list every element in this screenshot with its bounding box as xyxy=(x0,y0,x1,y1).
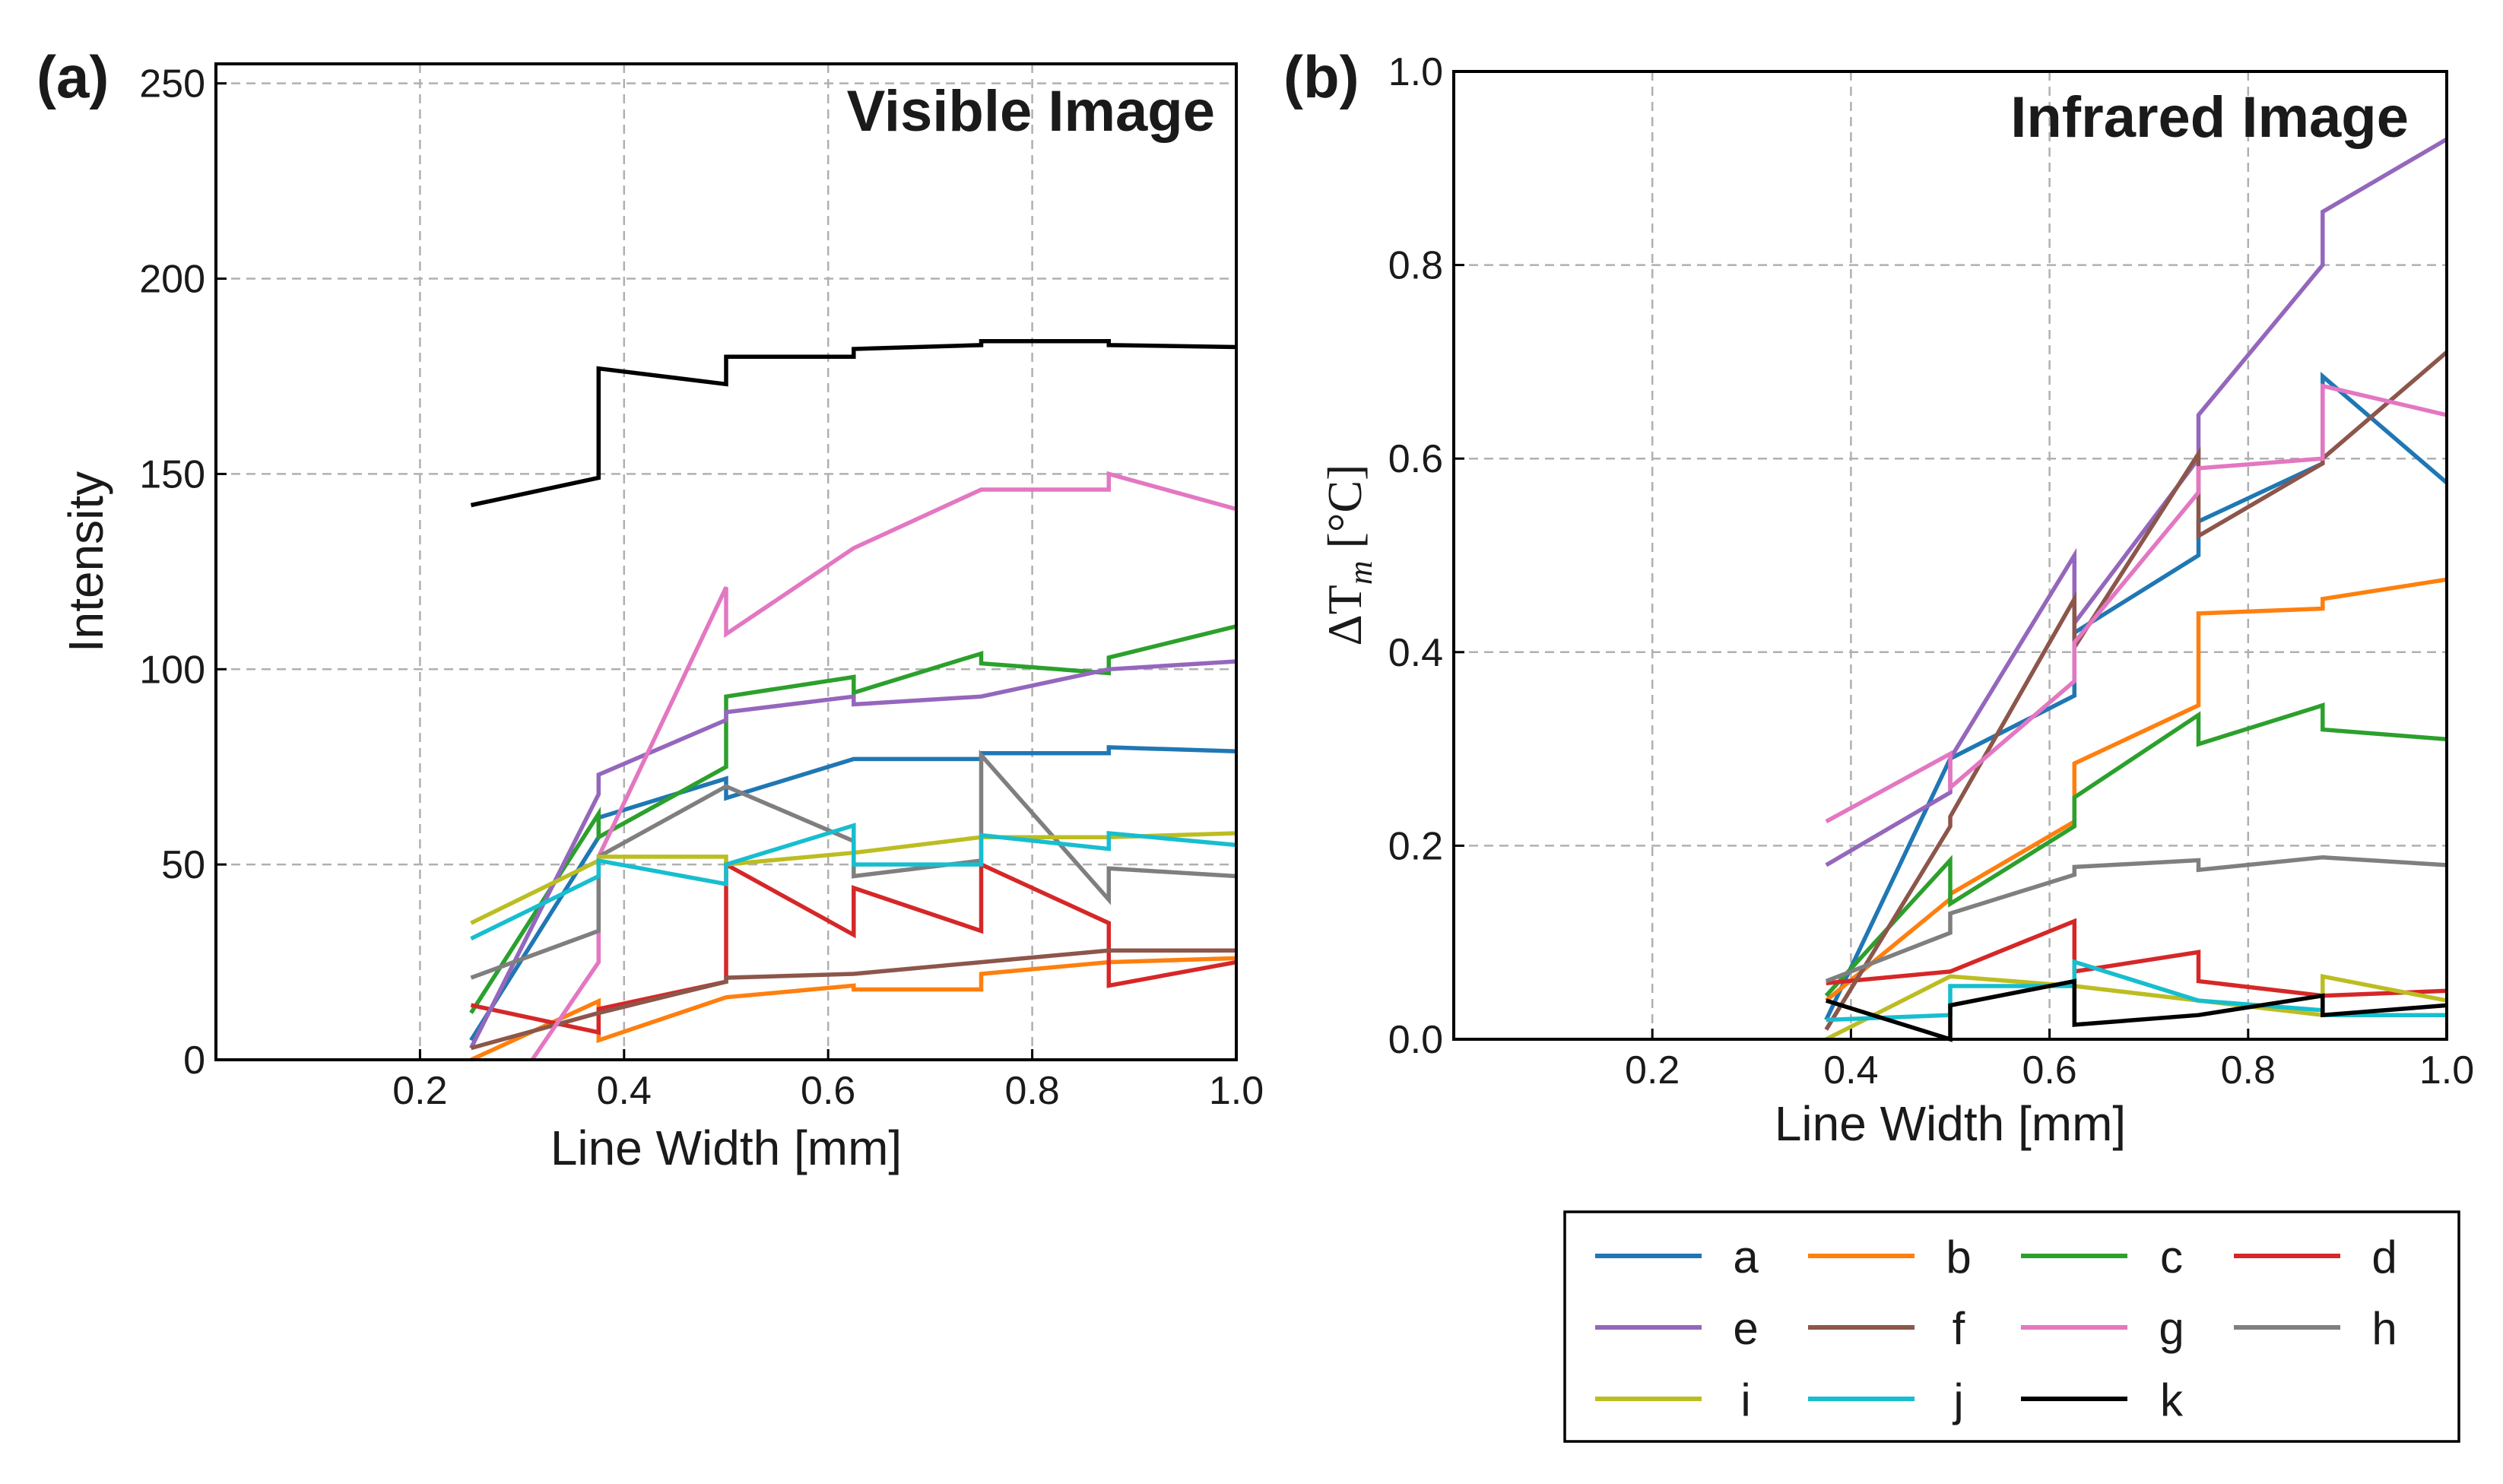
y-tick-label: 250 xyxy=(139,62,205,106)
legend-label-a: a xyxy=(1733,1232,1759,1283)
series-line-e xyxy=(469,659,1237,1049)
legend: a b c d e f g h i j k xyxy=(1563,1210,2460,1443)
x-tick-label: 0.4 xyxy=(1823,1048,1878,1092)
panel-a-frame xyxy=(214,62,1238,1061)
panel-b-grid xyxy=(1454,71,2447,1039)
series-line-g xyxy=(1825,383,2447,824)
x-tick-label: 0.4 xyxy=(597,1069,652,1113)
x-tick-label: 0.8 xyxy=(2221,1048,2276,1092)
series-line-h xyxy=(470,750,1237,980)
panel-a-series xyxy=(469,338,1237,1062)
panel-b-label: (b) xyxy=(1283,43,1359,110)
legend-label-i: i xyxy=(1740,1375,1750,1425)
legend-item-a: a xyxy=(1595,1232,1759,1283)
x-tick-label: 0.2 xyxy=(392,1069,447,1113)
y-tick-label: 0.6 xyxy=(1388,437,1443,481)
series-line-h xyxy=(1825,855,2447,984)
panel-b-series xyxy=(1824,137,2448,1042)
y-tick-label: 0.2 xyxy=(1388,824,1443,868)
legend-item-j: j xyxy=(1808,1375,1964,1425)
panel-a-label: (a) xyxy=(36,43,109,110)
series-line-f xyxy=(1824,350,2448,1031)
series-line-b xyxy=(1825,577,2447,1003)
legend-label-g: g xyxy=(2159,1303,2184,1354)
legend-label-f: f xyxy=(1953,1303,1965,1354)
legend-label-d: d xyxy=(2371,1232,2397,1283)
legend-items: a b c d e f g h i j k xyxy=(1595,1232,2397,1425)
x-tick-label: 0.6 xyxy=(801,1069,855,1113)
panel-b-frame xyxy=(1452,70,2448,1041)
legend-label-e: e xyxy=(1733,1303,1758,1354)
y-tick-label: 200 xyxy=(139,258,205,302)
legend-label-b: b xyxy=(1946,1232,1971,1283)
panel-a-ticks: 0.2 0.4 0.6 0.8 1.0 0 50 100 150 200 250 xyxy=(139,62,1264,1113)
series-line-k xyxy=(470,338,1237,508)
legend-label-j: j xyxy=(1952,1375,1963,1425)
series-line-k xyxy=(1825,978,2447,1042)
panel-b-ticks: 0.2 0.4 0.6 0.8 1.0 0.0 0.2 0.4 0.6 0.8 1.0 xyxy=(1388,50,2474,1092)
y-tick-label: 0.8 xyxy=(1388,244,1443,288)
panel-a-title: Visible Image xyxy=(847,79,1215,144)
y-tick-label: 1.0 xyxy=(1388,50,1443,94)
x-tick-label: 1.0 xyxy=(2419,1048,2474,1092)
panel-b-title: Infrared Image xyxy=(2010,85,2409,150)
panel-b-xlabel: Line Width [mm] xyxy=(1775,1096,2126,1151)
panel-b-ylabel-symbol: ΔT xyxy=(1318,585,1372,645)
panel-b-ylabel: ΔTm [°C] xyxy=(1318,465,1379,646)
x-tick-label: 0.6 xyxy=(2022,1048,2076,1092)
panel-b-ylabel-subscript: m xyxy=(1342,560,1379,585)
legend-item-c: c xyxy=(2021,1232,2183,1283)
y-tick-label: 0 xyxy=(183,1038,205,1083)
panel-a-ylabel: Intensity xyxy=(59,471,113,652)
y-tick-label: 100 xyxy=(139,648,205,692)
series-line-c xyxy=(1824,702,2447,997)
legend-item-h: h xyxy=(2234,1303,2397,1354)
y-tick-label: 150 xyxy=(139,452,205,496)
legend-label-h: h xyxy=(2371,1303,2397,1354)
panel-a-grid xyxy=(216,64,1236,1060)
legend-item-e: e xyxy=(1595,1303,1759,1354)
legend-label-c: c xyxy=(2160,1232,2183,1283)
y-tick-label: 0.0 xyxy=(1388,1018,1443,1062)
legend-item-d: d xyxy=(2234,1232,2397,1283)
x-tick-label: 1.0 xyxy=(1209,1069,1264,1113)
x-tick-label: 0.2 xyxy=(1625,1048,1680,1092)
legend-item-b: b xyxy=(1808,1232,1972,1283)
legend-label-k: k xyxy=(2160,1375,2184,1425)
legend-item-i: i xyxy=(1595,1375,1751,1425)
y-tick-label: 50 xyxy=(161,843,205,887)
panel-b-ylabel-unit: [°C] xyxy=(1318,465,1372,561)
panel-a-visible-image: (a) 0.2 0.4 0.6 0.8 1.0 0 50 100 150 200 250 Visib… xyxy=(36,43,1264,1175)
series-line-d xyxy=(1826,918,2447,998)
series-line-f xyxy=(470,948,1236,1051)
x-tick-label: 0.8 xyxy=(1004,1069,1059,1113)
y-tick-label: 0.4 xyxy=(1388,631,1443,675)
panel-a-xlabel: Line Width [mm] xyxy=(550,1121,902,1175)
panel-b-infrared-image: (b) 0.2 0.4 0.6 0.8 1.0 0.0 0.2 0.4 0.6 0.8 1.0 In… xyxy=(1283,43,2474,1151)
legend-item-g: g xyxy=(2021,1303,2184,1354)
legend-item-f: f xyxy=(1808,1303,1965,1354)
legend-item-k: k xyxy=(2021,1375,2184,1425)
series-line-j xyxy=(470,823,1237,941)
